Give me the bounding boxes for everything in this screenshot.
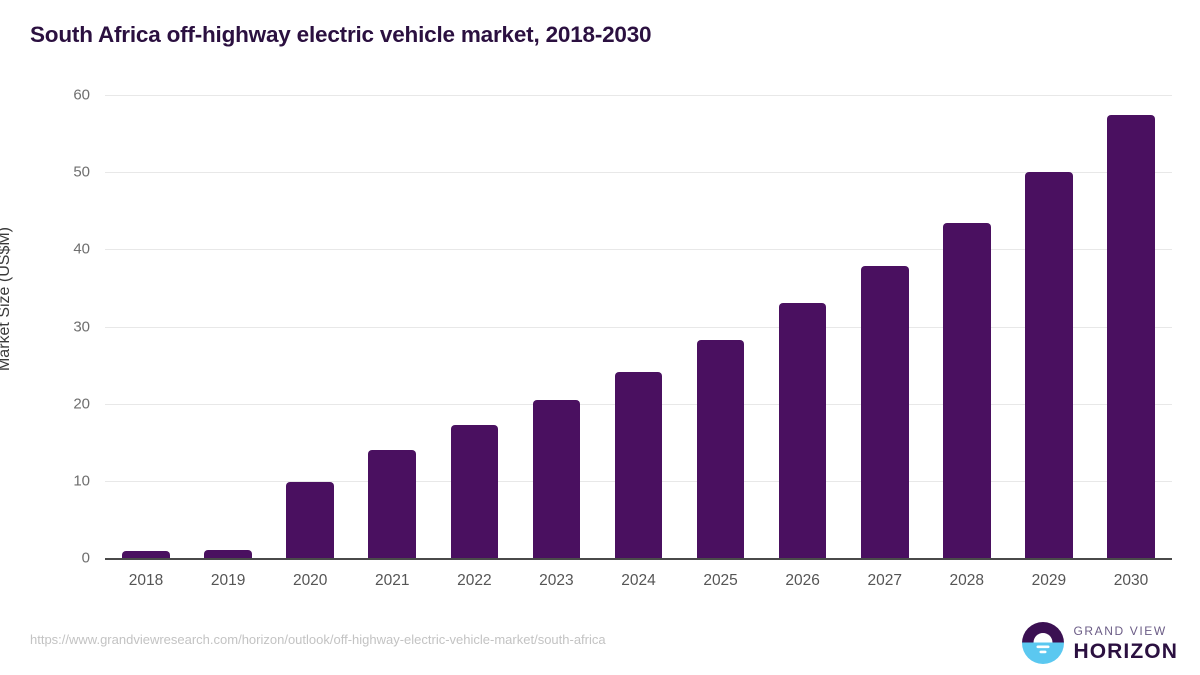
x-axis-tick-label-2020: 2020: [292, 572, 328, 589]
x-axis-tick-label-2023: 2023: [539, 572, 574, 589]
bar-2019[interactable]: [204, 549, 252, 558]
page-title: South Africa off-highway electric vehicl…: [30, 22, 652, 47]
bar-2020[interactable]: [286, 482, 334, 558]
bar-2030[interactable]: [1107, 115, 1155, 558]
x-axis-tick-label-2027: 2027: [867, 572, 902, 589]
bar-2024[interactable]: [614, 372, 663, 558]
gridline: [105, 95, 1172, 96]
x-axis-tick-label-2022: 2022: [457, 572, 492, 589]
plot-area: [105, 95, 1172, 560]
grand-view-horizon-logo[interactable]: GRAND VIEW HORIZON: [1022, 620, 1178, 666]
y-axis-tick-label: 30: [73, 318, 90, 335]
y-axis-tick-label: 10: [73, 472, 90, 490]
y-axis-title: Market Size (US$M): [0, 226, 13, 372]
x-axis-tick-label-2024: 2024: [621, 572, 656, 589]
logo-line-horizon: HORIZON: [1073, 639, 1178, 663]
y-axis-tick-label: 60: [73, 86, 90, 104]
y-axis-tick-label: 40: [73, 240, 90, 258]
bar-2023[interactable]: [532, 399, 581, 558]
x-axis-tick-label-2018: 2018: [128, 572, 164, 589]
gridline: [105, 249, 1172, 251]
logo-line-grand-view: GRAND VIEW: [1073, 623, 1167, 638]
y-axis-tick-label: 50: [73, 163, 90, 181]
bar-2018[interactable]: [122, 551, 170, 558]
x-axis-tick-label-2026: 2026: [785, 572, 820, 589]
gridline: [105, 326, 1172, 328]
x-axis-tick-label-2021: 2021: [375, 572, 410, 589]
x-axis-line: [105, 558, 1172, 560]
x-axis-tick-label-2030: 2030: [1113, 572, 1149, 589]
bar-2022[interactable]: [450, 425, 499, 558]
bar-2025[interactable]: [696, 339, 745, 558]
bar-2021[interactable]: [368, 449, 417, 558]
source-url[interactable]: https://www.grandviewresearch.com/horizo…: [30, 632, 606, 647]
gridline: [105, 172, 1172, 174]
sunrise-icon: [1022, 622, 1065, 664]
y-axis-tick-label: 20: [73, 395, 90, 413]
bar-2028[interactable]: [943, 223, 991, 558]
x-axis-tick-label-2028: 2028: [949, 572, 985, 589]
logo-text: GRAND VIEW HORIZON: [1073, 625, 1178, 662]
bar-2027[interactable]: [860, 265, 909, 558]
x-axis-tick-label-2029: 2029: [1031, 572, 1067, 589]
y-axis-tick-label: 0: [81, 549, 90, 567]
x-axis-tick-label-2025: 2025: [703, 572, 738, 589]
bar-2026[interactable]: [778, 302, 827, 558]
bar-2029[interactable]: [1025, 172, 1073, 558]
x-axis-tick-label-2019: 2019: [210, 572, 246, 589]
